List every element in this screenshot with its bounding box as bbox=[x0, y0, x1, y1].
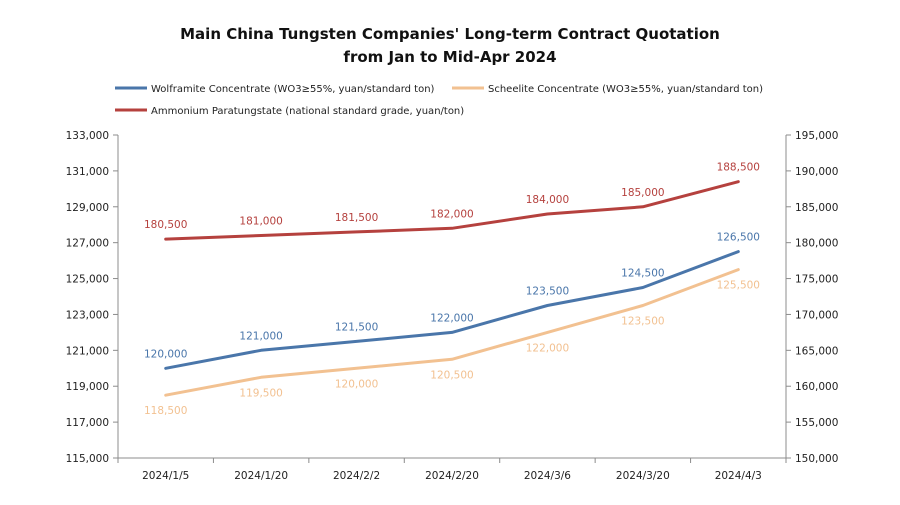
x-tick-label: 2024/2/20 bbox=[425, 470, 479, 482]
data-label: 126,500 bbox=[717, 232, 760, 244]
data-label: 120,000 bbox=[335, 378, 378, 390]
data-label: 180,500 bbox=[144, 219, 187, 231]
chart-title-line-2: from Jan to Mid-Apr 2024 bbox=[343, 48, 556, 66]
right-tick-label: 185,000 bbox=[795, 202, 838, 214]
data-label: 123,500 bbox=[621, 315, 664, 327]
left-tick-label: 115,000 bbox=[66, 453, 109, 465]
right-tick-label: 150,000 bbox=[795, 453, 838, 465]
left-tick-label: 133,000 bbox=[66, 130, 109, 142]
data-label: 184,000 bbox=[526, 194, 569, 206]
data-label: 188,500 bbox=[717, 162, 760, 174]
left-tick-label: 125,000 bbox=[66, 274, 109, 286]
data-label: 119,500 bbox=[239, 387, 282, 399]
chart-title-line-1: Main China Tungsten Companies' Long-term… bbox=[180, 25, 720, 43]
x-tick-label: 2024/1/5 bbox=[142, 470, 189, 482]
data-label: 120,500 bbox=[430, 369, 473, 381]
data-label: 123,500 bbox=[526, 285, 569, 297]
left-tick-label: 129,000 bbox=[66, 202, 109, 214]
data-label: 124,500 bbox=[621, 268, 664, 280]
legend-label: Scheelite Concentrate (WO3≥55%, yuan/sta… bbox=[488, 84, 763, 95]
right-tick-label: 180,000 bbox=[795, 238, 838, 250]
left-tick-label: 131,000 bbox=[66, 166, 109, 178]
x-tick-label: 2024/1/20 bbox=[234, 470, 288, 482]
data-label: 122,000 bbox=[526, 342, 569, 354]
data-labels: 120,000 121,000 121,500 122,000 123,500 124,5… bbox=[144, 162, 760, 418]
data-label: 122,000 bbox=[430, 312, 473, 324]
data-label: 120,000 bbox=[144, 348, 187, 360]
series-lines bbox=[164, 180, 740, 397]
legend: Wolframite Concentrate (WO3≥55%, yuan/st… bbox=[115, 84, 763, 117]
axes: 115,000 117,000 119,000 121,000 123,000 125,0… bbox=[66, 130, 839, 482]
x-tick-label: 2024/2/2 bbox=[333, 470, 380, 482]
legend-label: Wolframite Concentrate (WO3≥55%, yuan/st… bbox=[151, 84, 435, 95]
x-tick-label: 2024/3/6 bbox=[524, 470, 571, 482]
right-tick-label: 155,000 bbox=[795, 417, 838, 429]
x-tick-label: 2024/4/3 bbox=[715, 470, 762, 482]
series-line-2 bbox=[164, 180, 740, 241]
data-label: 181,500 bbox=[335, 212, 378, 224]
data-label: 121,000 bbox=[239, 330, 282, 342]
series-line-1 bbox=[164, 268, 740, 397]
data-label: 182,000 bbox=[430, 208, 473, 220]
right-tick-label: 160,000 bbox=[795, 381, 838, 393]
data-label: 181,000 bbox=[239, 215, 282, 227]
left-tick-label: 123,000 bbox=[66, 309, 109, 321]
right-tick-label: 195,000 bbox=[795, 130, 838, 142]
left-tick-label: 117,000 bbox=[66, 417, 109, 429]
left-tick-label: 127,000 bbox=[66, 238, 109, 250]
series-line-0 bbox=[164, 250, 740, 370]
x-tick-label: 2024/3/20 bbox=[616, 470, 670, 482]
left-tick-label: 119,000 bbox=[66, 381, 109, 393]
right-tick-label: 165,000 bbox=[795, 345, 838, 357]
right-tick-label: 175,000 bbox=[795, 274, 838, 286]
data-label: 125,500 bbox=[717, 280, 760, 292]
right-tick-label: 170,000 bbox=[795, 309, 838, 321]
data-label: 121,500 bbox=[335, 321, 378, 333]
data-label: 118,500 bbox=[144, 405, 187, 417]
left-tick-label: 121,000 bbox=[66, 345, 109, 357]
right-tick-label: 190,000 bbox=[795, 166, 838, 178]
legend-label: Ammonium Paratungstate (national standar… bbox=[151, 106, 464, 117]
data-label: 185,000 bbox=[621, 187, 664, 199]
